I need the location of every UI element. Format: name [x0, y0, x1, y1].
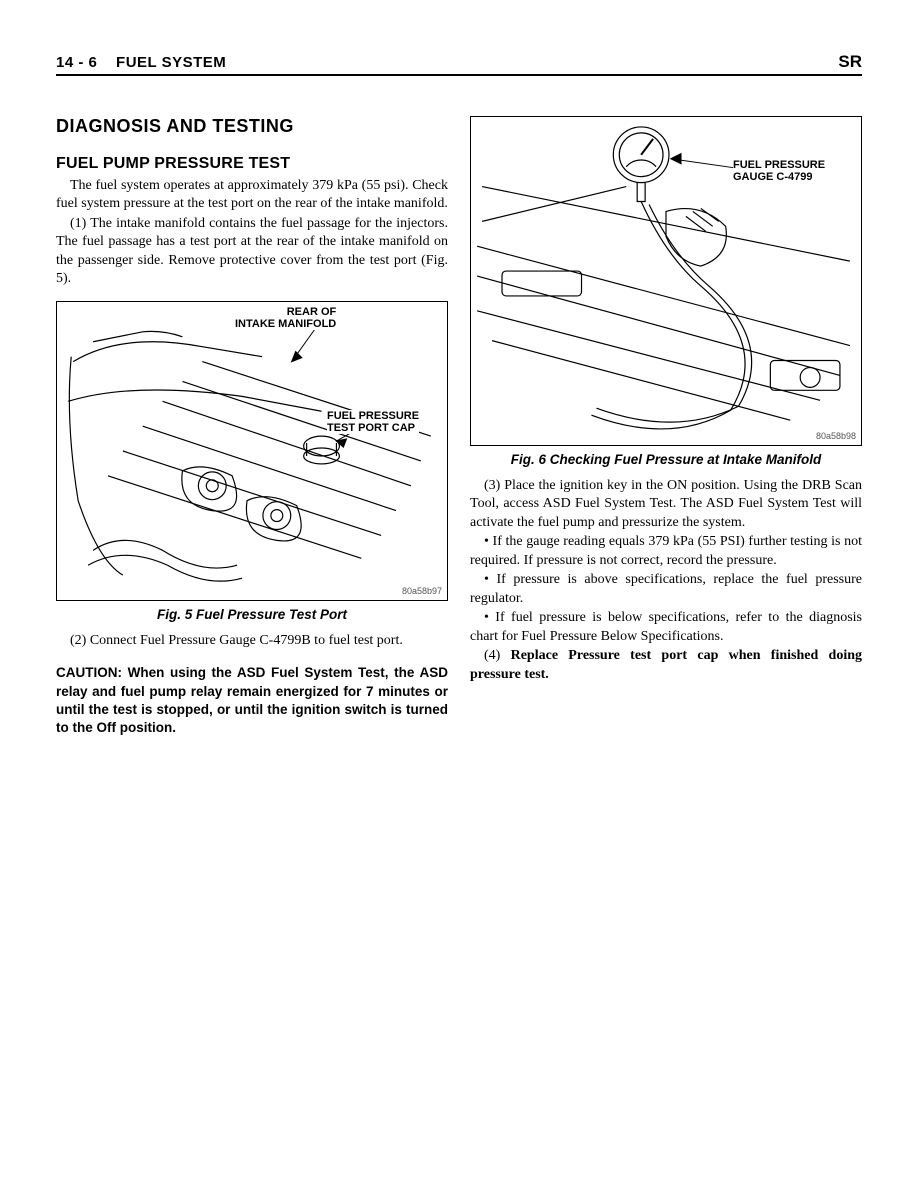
left-column: DIAGNOSIS AND TESTING FUEL PUMP PRESSURE…: [56, 116, 448, 737]
subsection-title: FUEL PUMP PRESSURE TEST: [56, 155, 448, 173]
step4-bold: Replace Pressure test port cap when fini…: [470, 648, 862, 681]
bullet-3: • If fuel pressure is below specificatio…: [470, 609, 862, 646]
figure-5-diagram: [57, 302, 447, 600]
step-1: (1) The intake manifold contains the fue…: [56, 215, 448, 289]
fig5-label-cap: FUEL PRESSURE TEST PORT CAP: [327, 410, 419, 434]
intro-paragraph: The fuel system operates at approximatel…: [56, 177, 448, 214]
fig6-caption: Fig. 6 Checking Fuel Pressure at Intake …: [470, 452, 862, 467]
bullet-1: • If the gauge reading equals 379 kPa (5…: [470, 533, 862, 570]
fig6-label-gauge: FUEL PRESSURE GAUGE C-4799: [733, 159, 825, 183]
caution-text: CAUTION: When using the ASD Fuel System …: [56, 664, 448, 737]
content-columns: DIAGNOSIS AND TESTING FUEL PUMP PRESSURE…: [56, 116, 862, 737]
step-4: (4) Replace Pressure test port cap when …: [470, 647, 862, 684]
right-column: FUEL PRESSURE GAUGE C-4799 80a58b98 Fig.…: [470, 116, 862, 737]
fig6-partno: 80a58b98: [816, 431, 856, 441]
section-title: DIAGNOSIS AND TESTING: [56, 116, 448, 137]
fig5-label-manifold: REAR OF INTAKE MANIFOLD: [235, 306, 336, 330]
page-ref: 14 - 6: [56, 54, 97, 71]
figure-6: FUEL PRESSURE GAUGE C-4799 80a58b98: [470, 116, 862, 446]
step4-prefix: (4): [484, 648, 511, 663]
page-header: 14 - 6 FUEL SYSTEM SR: [56, 52, 862, 76]
fig5-partno: 80a58b97: [402, 586, 442, 596]
section-name: FUEL SYSTEM: [116, 54, 226, 71]
header-left: 14 - 6 FUEL SYSTEM: [56, 54, 226, 71]
model-code: SR: [838, 52, 862, 72]
bullet-2: • If pressure is above specifications, r…: [470, 571, 862, 608]
step-3: (3) Place the ignition key in the ON pos…: [470, 477, 862, 532]
fig5-caption: Fig. 5 Fuel Pressure Test Port: [56, 607, 448, 622]
step-2: (2) Connect Fuel Pressure Gauge C-4799B …: [56, 632, 448, 650]
figure-5: REAR OF INTAKE MANIFOLD FUEL PRESSURE TE…: [56, 301, 448, 601]
